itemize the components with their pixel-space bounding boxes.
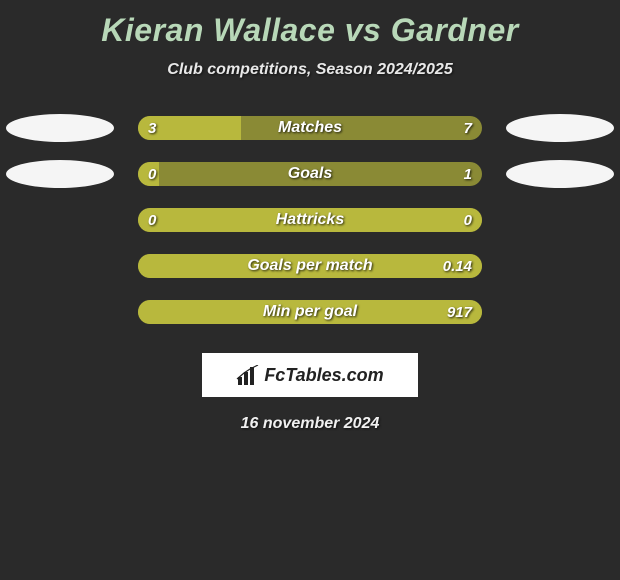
logo-text: FcTables.com bbox=[264, 365, 383, 386]
stat-label: Hattricks bbox=[138, 208, 482, 232]
stat-bar: Goals0 1 bbox=[138, 162, 482, 186]
stat-value-right: 917 bbox=[447, 300, 472, 324]
snapshot-date: 16 november 2024 bbox=[0, 415, 620, 433]
comparison-subtitle: Club competitions, Season 2024/2025 bbox=[0, 61, 620, 79]
stat-value-right: 0 bbox=[464, 208, 472, 232]
stat-label: Min per goal bbox=[138, 300, 482, 324]
stat-label: Matches bbox=[138, 116, 482, 140]
stat-label: Goals bbox=[138, 162, 482, 186]
stat-value-right: 0.14 bbox=[443, 254, 472, 278]
comparison-chart: Matches37Goals01Hattricks00Goals per mat… bbox=[0, 109, 620, 339]
stat-label: Goals per match bbox=[138, 254, 482, 278]
comparison-title: Kieran Wallace vs Gardner bbox=[0, 0, 620, 49]
bar-chart-icon bbox=[236, 365, 260, 385]
player-right-marker bbox=[506, 160, 614, 188]
stat-bar: Goals per match0.14 bbox=[138, 254, 482, 278]
stat-value-left: 3 bbox=[148, 116, 156, 140]
stat-value-right: 1 bbox=[464, 162, 472, 186]
player-right-marker bbox=[506, 114, 614, 142]
stat-value-left: 0 bbox=[148, 208, 156, 232]
stat-row: Goals0 1 bbox=[0, 155, 620, 201]
stat-bar: Matches3 7 bbox=[138, 116, 482, 140]
stat-bar: Hattricks0 0 bbox=[138, 208, 482, 232]
stat-value-left: 0 bbox=[148, 162, 156, 186]
stat-row: Min per goal917 bbox=[0, 293, 620, 339]
stat-row: Goals per match0.14 bbox=[0, 247, 620, 293]
stat-row: Hattricks0 0 bbox=[0, 201, 620, 247]
player-left-marker bbox=[6, 114, 114, 142]
stat-row: Matches3 7 bbox=[0, 109, 620, 155]
fctables-logo[interactable]: FcTables.com bbox=[202, 353, 418, 397]
stat-bar: Min per goal917 bbox=[138, 300, 482, 324]
stat-value-right: 7 bbox=[464, 116, 472, 140]
player-left-marker bbox=[6, 160, 114, 188]
